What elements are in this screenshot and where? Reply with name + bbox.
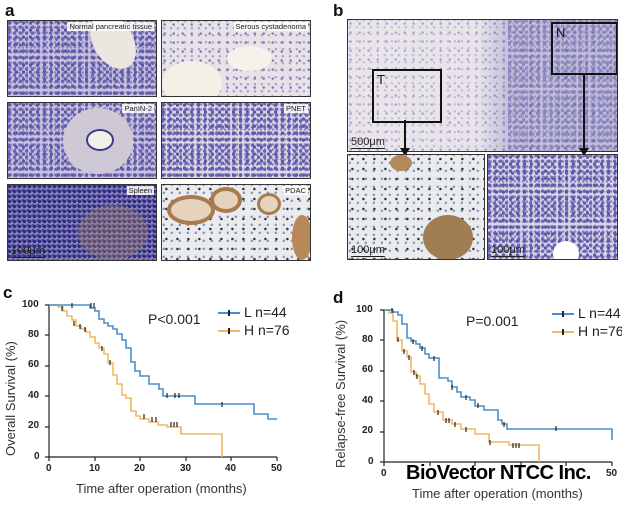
y-tick: 0 <box>368 456 374 467</box>
micrograph-pnet: PNET <box>161 102 311 179</box>
tile-label: Normal pancreatic tissue <box>67 22 154 31</box>
x-tick: 0 <box>46 463 52 474</box>
y-tick: 60 <box>28 359 40 370</box>
micrograph-spleen: Spleen 100μm <box>7 184 157 261</box>
y-tick: 100 <box>356 304 373 315</box>
p-value: P=0.001 <box>466 313 519 329</box>
y-tick: 80 <box>28 329 40 340</box>
panel-letter-b: b <box>333 1 344 20</box>
micrograph-overview: T N 500μm <box>347 19 618 152</box>
tile-label: PNET <box>283 104 308 113</box>
micrograph-normal-pancreas: Normal pancreatic tissue <box>7 20 157 97</box>
legend-item-l: L n=44 <box>218 304 287 320</box>
y-tick: 40 <box>362 395 374 406</box>
micrograph-zoom-n: 100μm <box>487 154 618 260</box>
scale-bar-100um: 100μm <box>11 245 45 258</box>
legend-swatch-l <box>552 311 574 318</box>
x-tick: 0 <box>381 468 387 479</box>
micrograph-zoom-t: 100μm <box>347 154 485 260</box>
y-axis-label: Relapse-free Survival (%) <box>333 319 348 468</box>
y-axis-label: Overall Survival (%) <box>3 341 18 456</box>
km-curve-h <box>384 309 540 462</box>
y-tick: 20 <box>362 425 374 436</box>
y-tick: 100 <box>22 299 39 310</box>
y-tick: 0 <box>34 451 40 462</box>
scale-bar-100um: 100μm <box>491 244 525 257</box>
micrograph-serous-cystadenoma: Serous cystadenoma <box>161 20 311 97</box>
arrow-t-to-zoom <box>404 120 406 154</box>
scale-bar-100um: 100μm <box>351 244 385 257</box>
x-tick: 50 <box>606 468 618 479</box>
legend-item-h: H n=76 <box>218 322 290 338</box>
tile-label: Spleen <box>126 186 154 195</box>
arrow-n-to-zoom <box>583 73 585 154</box>
x-tick: 50 <box>271 463 283 474</box>
micrograph-pdac: PDAC <box>161 184 311 261</box>
km-curve-h <box>49 304 223 457</box>
panel-letter-c: c <box>3 283 13 302</box>
x-axis-label: Time after operation (months) <box>76 481 247 496</box>
region-label-t: T <box>377 72 385 87</box>
x-tick: 20 <box>134 463 146 474</box>
y-tick: 60 <box>362 364 374 375</box>
region-label-n: N <box>556 25 566 40</box>
panel-letter-a: a <box>5 1 15 20</box>
x-tick: 30 <box>180 463 192 474</box>
y-tick: 80 <box>362 334 374 345</box>
arrow-head-icon <box>400 148 410 156</box>
legend-swatch-h <box>552 329 574 336</box>
scale-bar-500um: 500μm <box>351 136 385 149</box>
tile-label: PanIN-2 <box>122 104 154 113</box>
legend-item-l: L n=44 <box>552 305 621 321</box>
legend-swatch-l <box>218 310 240 317</box>
panel-letter-d: d <box>333 288 344 307</box>
tile-label: PDAC <box>283 186 308 195</box>
legend-item-h: H n=76 <box>552 323 622 339</box>
y-tick: 40 <box>28 390 40 401</box>
x-tick: 10 <box>89 463 101 474</box>
watermark: BioVector NTCC Inc. <box>406 462 591 484</box>
x-axis-label: Time after operation (months) <box>412 486 583 501</box>
region-box-t: T <box>372 69 442 123</box>
legend-swatch-h <box>218 328 240 335</box>
p-value: P<0.001 <box>148 311 201 327</box>
y-tick: 20 <box>28 420 40 431</box>
micrograph-panin2: PanIN-2 <box>7 102 157 179</box>
region-box-n: N <box>551 22 617 75</box>
x-tick: 40 <box>225 463 237 474</box>
tile-label: Serous cystadenoma <box>233 22 308 31</box>
arrow-head-icon <box>579 148 589 156</box>
